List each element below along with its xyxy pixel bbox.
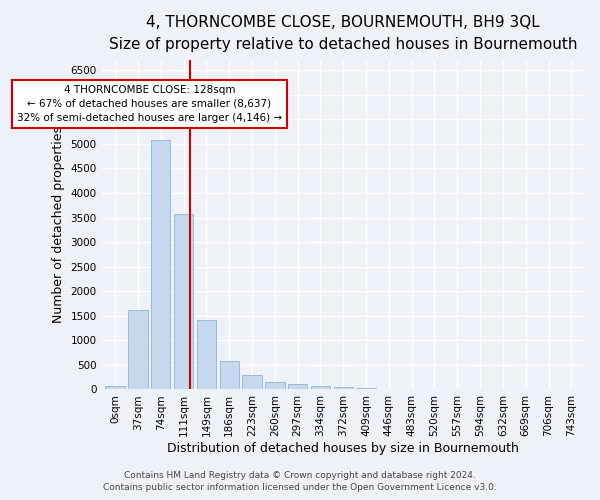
Bar [151,140,170,390]
Bar [288,384,307,390]
Bar [220,361,239,390]
Title: 4, THORNCOMBE CLOSE, BOURNEMOUTH, BH9 3QL
Size of property relative to detached : 4, THORNCOMBE CLOSE, BOURNEMOUTH, BH9 3Q… [109,15,578,52]
Bar [265,382,284,390]
Y-axis label: Number of detached properties: Number of detached properties [52,126,65,324]
Text: 4 THORNCOMBE CLOSE: 128sqm
← 67% of detached houses are smaller (8,637)
32% of s: 4 THORNCOMBE CLOSE: 128sqm ← 67% of deta… [17,85,282,123]
Bar [356,388,376,390]
Bar [128,310,148,390]
Text: Contains HM Land Registry data © Crown copyright and database right 2024.
Contai: Contains HM Land Registry data © Crown c… [103,471,497,492]
Bar [242,375,262,390]
Bar [197,320,216,390]
Bar [311,386,330,390]
Bar [334,388,353,390]
Bar [106,386,125,390]
Bar [174,214,193,390]
X-axis label: Distribution of detached houses by size in Bournemouth: Distribution of detached houses by size … [167,442,519,455]
